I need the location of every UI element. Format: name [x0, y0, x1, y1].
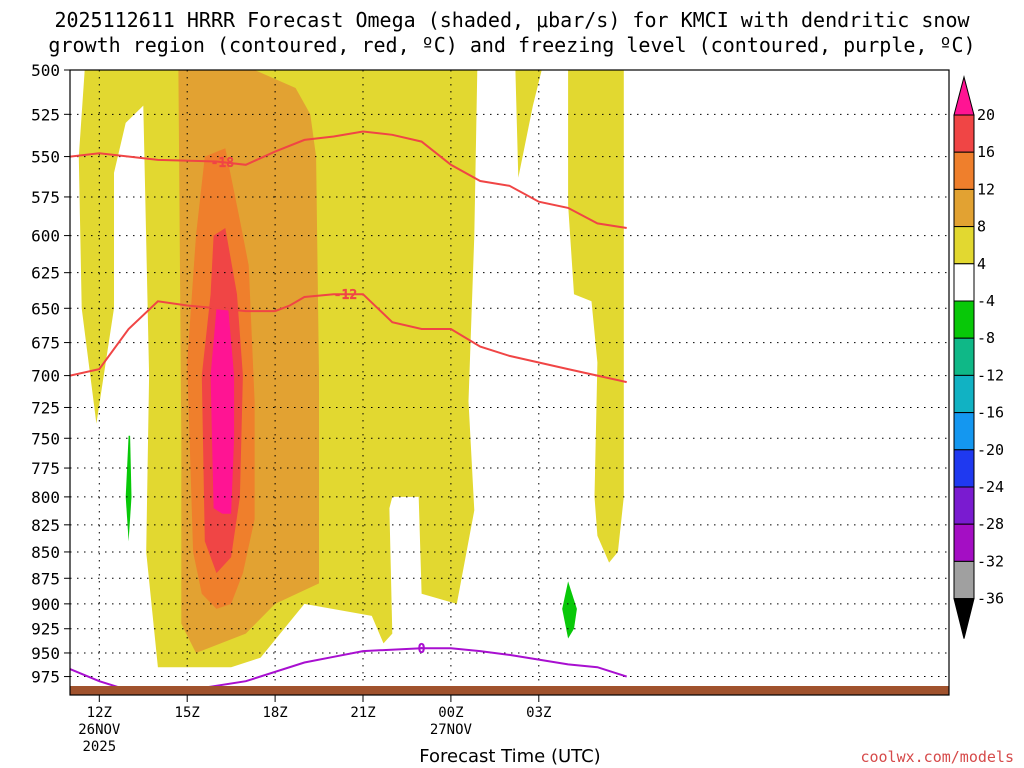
y-tick-label-975: 975	[31, 668, 60, 687]
y-tick-label-500: 500	[31, 61, 60, 80]
colorbar-label-2: 12	[977, 180, 995, 198]
x-tick-year-12: 2025	[82, 739, 116, 755]
colorbar-swatch-6	[953, 300, 975, 339]
title-line-1: 2025112611 HRRR Forecast Omega (shaded, …	[54, 8, 970, 32]
y-tick-label-525: 525	[31, 105, 60, 124]
colorbar-label-9: -20	[977, 441, 1004, 459]
x-tick-label-24: 00Z	[438, 705, 463, 721]
x-tick-label-18: 18Z	[262, 705, 287, 721]
colorbar-label-4: 4	[977, 255, 986, 273]
credit-text: coolwx.com/models	[860, 748, 1014, 766]
colorbar-label-12: -32	[977, 552, 1004, 570]
colorbar-label-0: 20	[977, 106, 995, 124]
colorbar-swatch-4	[953, 226, 975, 265]
y-tick-label-850: 850	[31, 543, 60, 562]
contour-line-0	[70, 130, 627, 229]
colorbar-label-11: -28	[977, 515, 1004, 533]
y-tick-label-550: 550	[31, 148, 60, 167]
colorbar-label-6: -8	[977, 329, 995, 347]
y-tick-label-700: 700	[31, 367, 60, 386]
colorbar: 20 16 12 8 4 -4 -8 -12 -16 -20 -24 -28 -32 -36	[953, 75, 1004, 639]
y-tick-label-575: 575	[31, 188, 60, 207]
y-tick-label-725: 725	[31, 398, 60, 417]
x-tick-label-27: 03Z	[526, 705, 551, 721]
omega-region-4	[210, 308, 235, 514]
y-tick-label-600: 600	[31, 227, 60, 246]
plot-frame	[69, 69, 950, 696]
x-tick-label-12: 12Z	[87, 705, 112, 721]
colorbar-swatch-10	[953, 449, 975, 488]
y-tick-label-925: 925	[31, 620, 60, 639]
colorbar-swatch-1	[953, 114, 975, 153]
colorbar-swatch-7	[953, 337, 975, 376]
x-axis-title: Forecast Time (UTC)	[419, 746, 601, 767]
colorbar-label-13: -36	[977, 590, 1004, 608]
y-tick-label-875: 875	[31, 569, 60, 588]
omega-region-6	[562, 581, 577, 639]
y-tick-label-900: 900	[31, 595, 60, 614]
colorbar-label-10: -24	[977, 478, 1004, 496]
colorbar-swatch-12	[953, 523, 975, 562]
colorbar-label-5: -4	[977, 292, 995, 310]
colorbar-swatch-2	[953, 151, 975, 190]
contour-label-0: -18	[211, 156, 235, 171]
y-tick-label-625: 625	[31, 264, 60, 283]
title-line-2: growth region (contoured, red, ºC) and f…	[48, 33, 976, 57]
contour-label-2: 0	[418, 642, 426, 657]
y-axis: 500 525 550 575 600 625 650 675 700 725 750 775 800 8…	[31, 61, 70, 687]
colorbar-swatch-9	[953, 412, 975, 451]
colorbar-swatch-3	[953, 188, 975, 228]
x-tick-label-15: 15Z	[175, 705, 200, 721]
y-tick-label-950: 950	[31, 644, 60, 663]
colorbar-bottom-arrow	[953, 598, 975, 639]
colorbar-swatch-5	[953, 263, 975, 302]
y-tick-label-675: 675	[31, 334, 60, 353]
colorbar-label-3: 8	[977, 218, 986, 236]
contour-line-1	[70, 293, 627, 384]
colorbar-swatch-8	[953, 374, 975, 414]
x-tick-label-21: 21Z	[350, 705, 375, 721]
contour-label-1: -12	[334, 288, 357, 303]
y-tick-label-750: 750	[31, 429, 60, 448]
y-tick-label-650: 650	[31, 299, 60, 318]
colorbar-swatch-11	[953, 486, 975, 525]
chart-title: 2025112611 HRRR Forecast Omega (shaded, …	[0, 8, 1024, 58]
x-tick-date-12: 26NOV	[78, 722, 121, 738]
colorbar-top-arrow	[953, 75, 975, 116]
y-tick-label-800: 800	[31, 488, 60, 507]
colorbar-swatch-13	[953, 560, 975, 600]
shaded-regions	[78, 70, 624, 668]
y-tick-label-825: 825	[31, 516, 60, 535]
terrain-strip	[70, 686, 949, 695]
colorbar-label-1: 16	[977, 143, 995, 161]
x-tick-date-24: 27NOV	[430, 722, 473, 738]
omega-region-5	[125, 435, 132, 542]
colorbar-label-8: -16	[977, 404, 1004, 422]
colorbar-label-7: -12	[977, 366, 1004, 384]
y-tick-label-775: 775	[31, 459, 60, 478]
